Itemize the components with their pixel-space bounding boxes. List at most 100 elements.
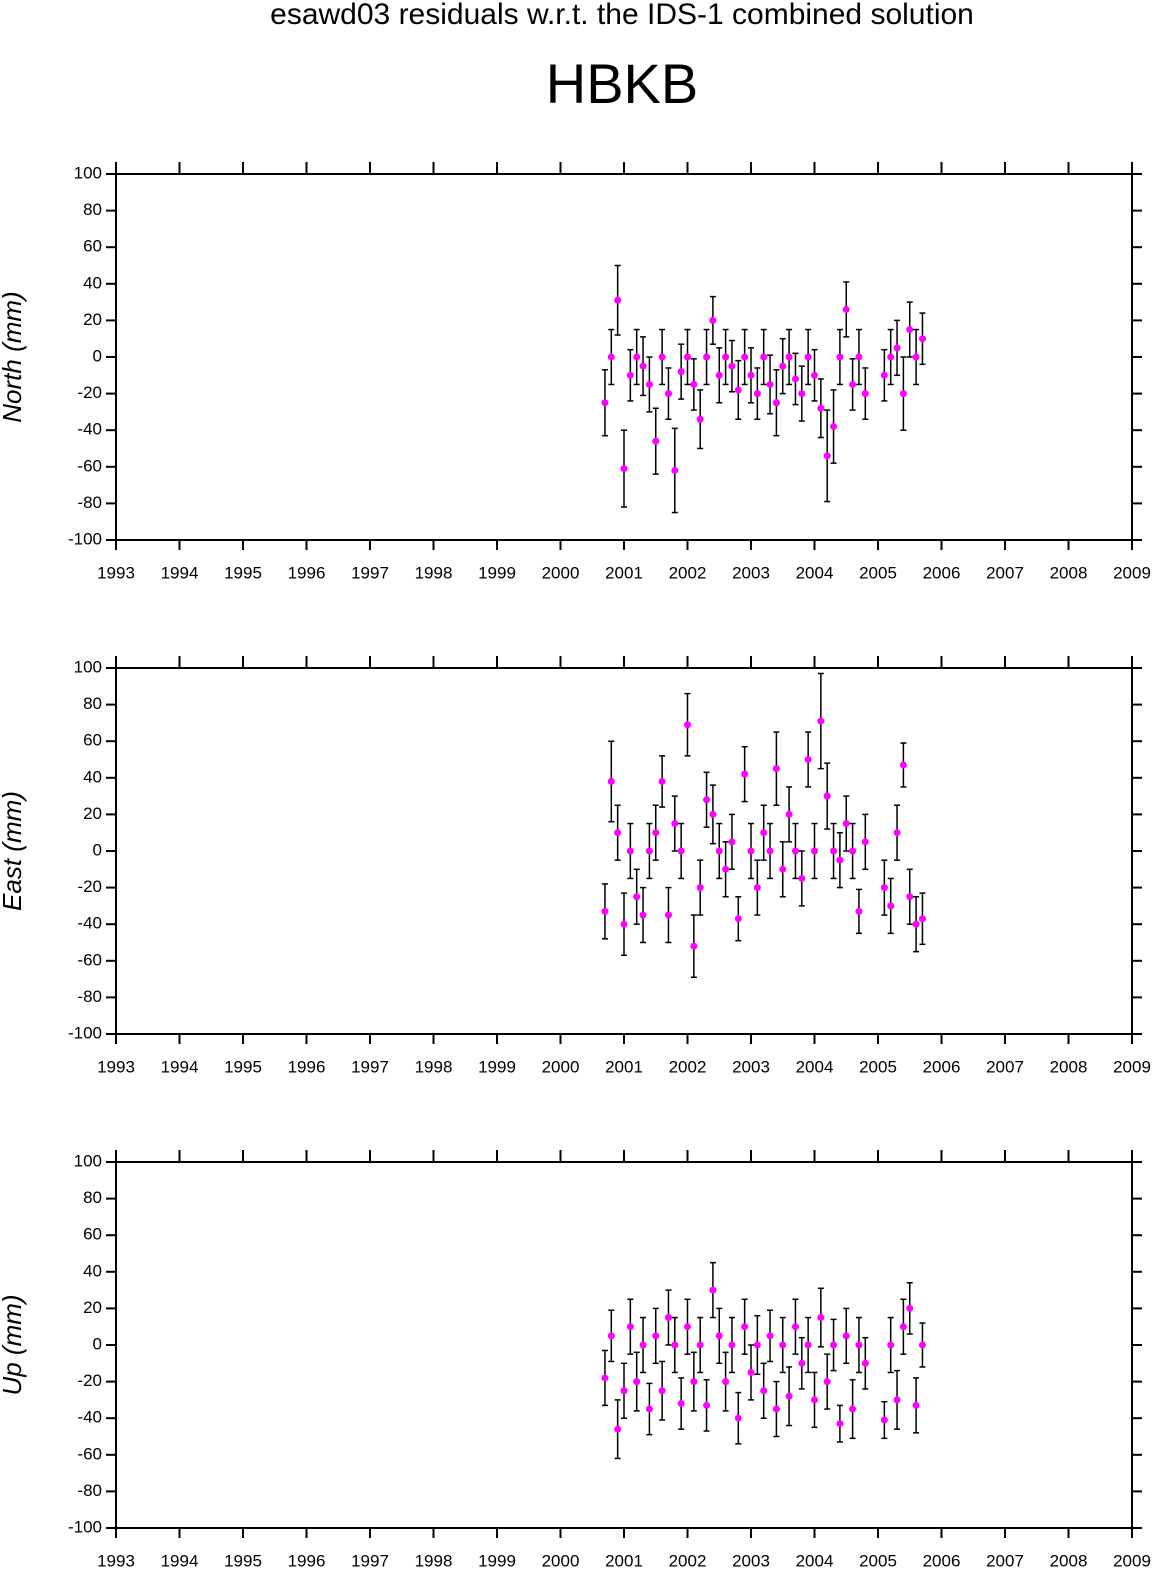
point — [849, 1405, 857, 1413]
x-tick-label: 2008 — [1050, 1057, 1088, 1076]
point — [899, 761, 907, 769]
point — [918, 915, 926, 923]
point — [747, 371, 755, 379]
point — [677, 1400, 685, 1408]
point — [614, 1425, 622, 1433]
x-tick-label: 1994 — [161, 563, 199, 582]
point — [658, 777, 666, 785]
y-tick-label: -20 — [77, 877, 102, 896]
point — [601, 399, 609, 407]
point — [830, 1341, 838, 1349]
point — [722, 865, 730, 873]
y-tick-label: -20 — [77, 1371, 102, 1390]
x-tick-label: 2006 — [923, 563, 961, 582]
x-tick-label: 2004 — [796, 1551, 834, 1570]
point — [690, 380, 698, 388]
y-tick-label: -60 — [77, 950, 102, 969]
point — [620, 1387, 628, 1395]
point — [664, 1314, 672, 1322]
point — [633, 353, 641, 361]
point — [836, 353, 844, 361]
point — [684, 721, 691, 729]
x-tick-label: 2001 — [605, 563, 643, 582]
point — [849, 847, 857, 855]
y-tick-label: 20 — [83, 804, 102, 823]
point — [728, 1341, 736, 1349]
y-tick-label: -100 — [68, 529, 102, 548]
point — [639, 911, 647, 919]
point — [696, 415, 704, 423]
y-tick-label: -100 — [68, 1517, 102, 1536]
point — [912, 920, 920, 928]
x-tick-label: 2008 — [1050, 563, 1088, 582]
point — [899, 390, 907, 398]
x-tick-label: 2000 — [542, 1057, 580, 1076]
y-tick-label: 80 — [83, 200, 102, 219]
x-tick-label: 1997 — [351, 1057, 389, 1076]
point — [842, 305, 850, 313]
point — [830, 847, 838, 855]
y-tick-label: -60 — [77, 456, 102, 475]
panel: -100 -80 -60 -40 -20 0 20 40 60 80 100 1993 1994 1995… — [0, 1150, 1151, 1570]
x-tick-label: 2008 — [1050, 1551, 1088, 1570]
point — [798, 390, 806, 398]
y-tick-label: 60 — [83, 731, 102, 750]
point — [861, 390, 869, 398]
point — [817, 717, 825, 725]
point — [671, 1341, 679, 1349]
y-tick-label: -80 — [77, 987, 102, 1006]
point — [817, 1314, 825, 1322]
x-tick-label: 1993 — [97, 563, 135, 582]
point — [779, 865, 787, 873]
point — [760, 353, 768, 361]
point — [753, 884, 761, 892]
point — [620, 465, 628, 473]
x-tick-label: 1996 — [288, 563, 326, 582]
point — [842, 820, 850, 828]
station-title: HBKB — [546, 52, 699, 115]
y-tick-label: 60 — [83, 237, 102, 256]
point — [830, 423, 838, 431]
x-tick-label: 1998 — [415, 1057, 453, 1076]
x-tick-label: 2003 — [732, 1057, 770, 1076]
point — [633, 1378, 641, 1386]
x-tick-label: 1995 — [224, 563, 262, 582]
point — [880, 371, 888, 379]
point — [893, 1396, 901, 1404]
point — [652, 829, 660, 837]
figure-title: esawd03 residuals w.r.t. the IDS-1 combi… — [270, 0, 974, 31]
x-tick-label: 2004 — [796, 1057, 834, 1076]
point — [684, 353, 691, 361]
point — [791, 847, 799, 855]
y-tick-label: 40 — [83, 1261, 102, 1280]
y-axis-label: North (mm) — [0, 291, 27, 422]
point — [766, 380, 774, 388]
x-tick-label: 1999 — [478, 1057, 516, 1076]
point — [633, 893, 641, 901]
point — [607, 1332, 615, 1340]
plot-frame — [115, 667, 1133, 1035]
point — [741, 770, 749, 778]
x-tick-label: 1998 — [415, 1551, 453, 1570]
point — [823, 1378, 831, 1386]
point — [772, 1405, 780, 1413]
point — [766, 1332, 774, 1340]
x-tick-label: 1997 — [351, 1551, 389, 1570]
point — [671, 820, 679, 828]
point — [741, 353, 749, 361]
x-tick-label: 2007 — [986, 1057, 1024, 1076]
point — [912, 353, 920, 361]
point — [804, 353, 812, 361]
point — [652, 1332, 660, 1340]
x-tick-label: 2006 — [923, 1057, 961, 1076]
point — [747, 847, 755, 855]
point — [760, 1387, 768, 1395]
y-tick-label: -40 — [77, 914, 102, 933]
point — [887, 902, 895, 910]
point — [626, 371, 634, 379]
point — [709, 810, 717, 818]
point — [912, 1401, 920, 1409]
point — [836, 856, 844, 864]
point — [652, 437, 660, 445]
